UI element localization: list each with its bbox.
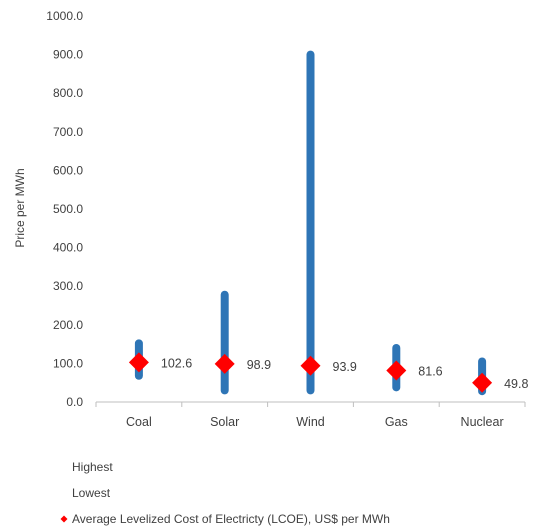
legend-entry-lowest: Lowest (72, 486, 111, 500)
average-marker-wind (300, 355, 321, 376)
y-tick-label: 0.0 (66, 395, 83, 409)
y-tick-label: 800.0 (53, 86, 83, 100)
y-axis-ticks: 0.0 100.0 200.0 300.0 400.0 500.0 600.0 700.0 80… (46, 9, 83, 409)
y-tick-label: 500.0 (53, 202, 83, 216)
average-marker-nuclear (472, 372, 493, 393)
y-tick-label: 900.0 (53, 48, 83, 62)
y-tick-label: 700.0 (53, 125, 83, 139)
category-label-nuclear: Nuclear (461, 415, 504, 429)
category-label-solar: Solar (210, 415, 239, 429)
average-markers (128, 352, 493, 393)
y-tick-label: 1000.0 (46, 9, 83, 23)
range-bars (134, 50, 487, 396)
data-label-nuclear: 49.8 (504, 377, 528, 391)
average-marker-gas (386, 360, 407, 381)
legend-marker-average (60, 515, 68, 523)
category-label-gas: Gas (385, 415, 408, 429)
data-label-gas: 81.6 (418, 365, 442, 379)
y-tick-label: 600.0 (53, 163, 83, 177)
x-axis-category-labels: Coal Solar Wind Gas Nuclear (126, 415, 504, 429)
legend: Highest Lowest Average Levelized Cost of E… (60, 460, 390, 526)
y-tick-label: 300.0 (53, 279, 83, 293)
y-axis-title: Price per MWh (13, 168, 27, 247)
average-marker-coal (128, 352, 149, 373)
legend-entry-average: Average Levelized Cost of Electricty (LC… (72, 512, 390, 526)
average-marker-solar (214, 353, 235, 374)
y-tick-label: 200.0 (53, 318, 83, 332)
category-label-wind: Wind (296, 415, 325, 429)
data-label-solar: 98.9 (247, 358, 271, 372)
data-label-wind: 93.9 (333, 360, 357, 374)
x-axis-tick-marks (95, 402, 526, 407)
y-tick-label: 400.0 (53, 241, 83, 255)
legend-entry-highest: Highest (72, 460, 113, 474)
y-tick-label: 100.0 (53, 356, 83, 370)
data-labels: 102.6 98.9 93.9 81.6 49.8 (161, 356, 529, 390)
category-label-coal: Coal (126, 415, 152, 429)
data-label-coal: 102.6 (161, 356, 192, 370)
